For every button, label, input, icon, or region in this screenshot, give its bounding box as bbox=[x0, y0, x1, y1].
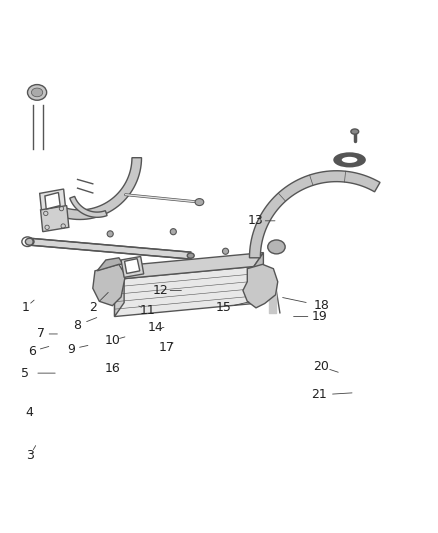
Text: 6: 6 bbox=[28, 345, 36, 358]
Text: 8: 8 bbox=[74, 319, 81, 332]
Polygon shape bbox=[45, 192, 60, 209]
Text: 10: 10 bbox=[104, 334, 120, 347]
Text: 7: 7 bbox=[36, 327, 45, 341]
Ellipse shape bbox=[268, 240, 285, 254]
Polygon shape bbox=[70, 196, 107, 217]
Polygon shape bbox=[41, 206, 69, 232]
Ellipse shape bbox=[170, 229, 177, 235]
Text: 2: 2 bbox=[89, 301, 97, 314]
Ellipse shape bbox=[334, 154, 365, 166]
Text: 4: 4 bbox=[26, 406, 34, 419]
Text: 5: 5 bbox=[21, 367, 29, 379]
Text: 1: 1 bbox=[21, 301, 29, 314]
Polygon shape bbox=[124, 259, 140, 273]
Ellipse shape bbox=[32, 88, 43, 97]
Ellipse shape bbox=[223, 248, 229, 254]
Polygon shape bbox=[243, 264, 278, 308]
Polygon shape bbox=[30, 238, 191, 259]
Text: 11: 11 bbox=[139, 303, 155, 317]
Polygon shape bbox=[40, 189, 66, 214]
Text: 12: 12 bbox=[152, 284, 168, 297]
Ellipse shape bbox=[342, 157, 357, 163]
Ellipse shape bbox=[195, 199, 204, 206]
Text: 17: 17 bbox=[159, 341, 175, 353]
Polygon shape bbox=[250, 171, 380, 258]
Text: 3: 3 bbox=[26, 449, 34, 462]
Text: 16: 16 bbox=[105, 362, 120, 375]
Polygon shape bbox=[121, 256, 144, 277]
Text: 15: 15 bbox=[215, 301, 231, 314]
Polygon shape bbox=[115, 265, 124, 317]
Ellipse shape bbox=[351, 129, 359, 134]
Polygon shape bbox=[97, 258, 123, 271]
Text: 13: 13 bbox=[248, 214, 264, 227]
Text: 18: 18 bbox=[313, 299, 329, 312]
Polygon shape bbox=[44, 158, 141, 220]
Polygon shape bbox=[254, 253, 263, 303]
Polygon shape bbox=[93, 264, 125, 305]
Text: 21: 21 bbox=[311, 389, 327, 401]
Text: 20: 20 bbox=[313, 360, 329, 373]
Polygon shape bbox=[115, 253, 263, 279]
Polygon shape bbox=[115, 266, 254, 317]
Text: 9: 9 bbox=[67, 343, 75, 356]
Ellipse shape bbox=[107, 231, 113, 237]
Ellipse shape bbox=[25, 238, 34, 245]
Ellipse shape bbox=[187, 253, 194, 258]
Text: 19: 19 bbox=[311, 310, 327, 323]
Text: 14: 14 bbox=[148, 321, 164, 334]
Ellipse shape bbox=[28, 85, 47, 100]
